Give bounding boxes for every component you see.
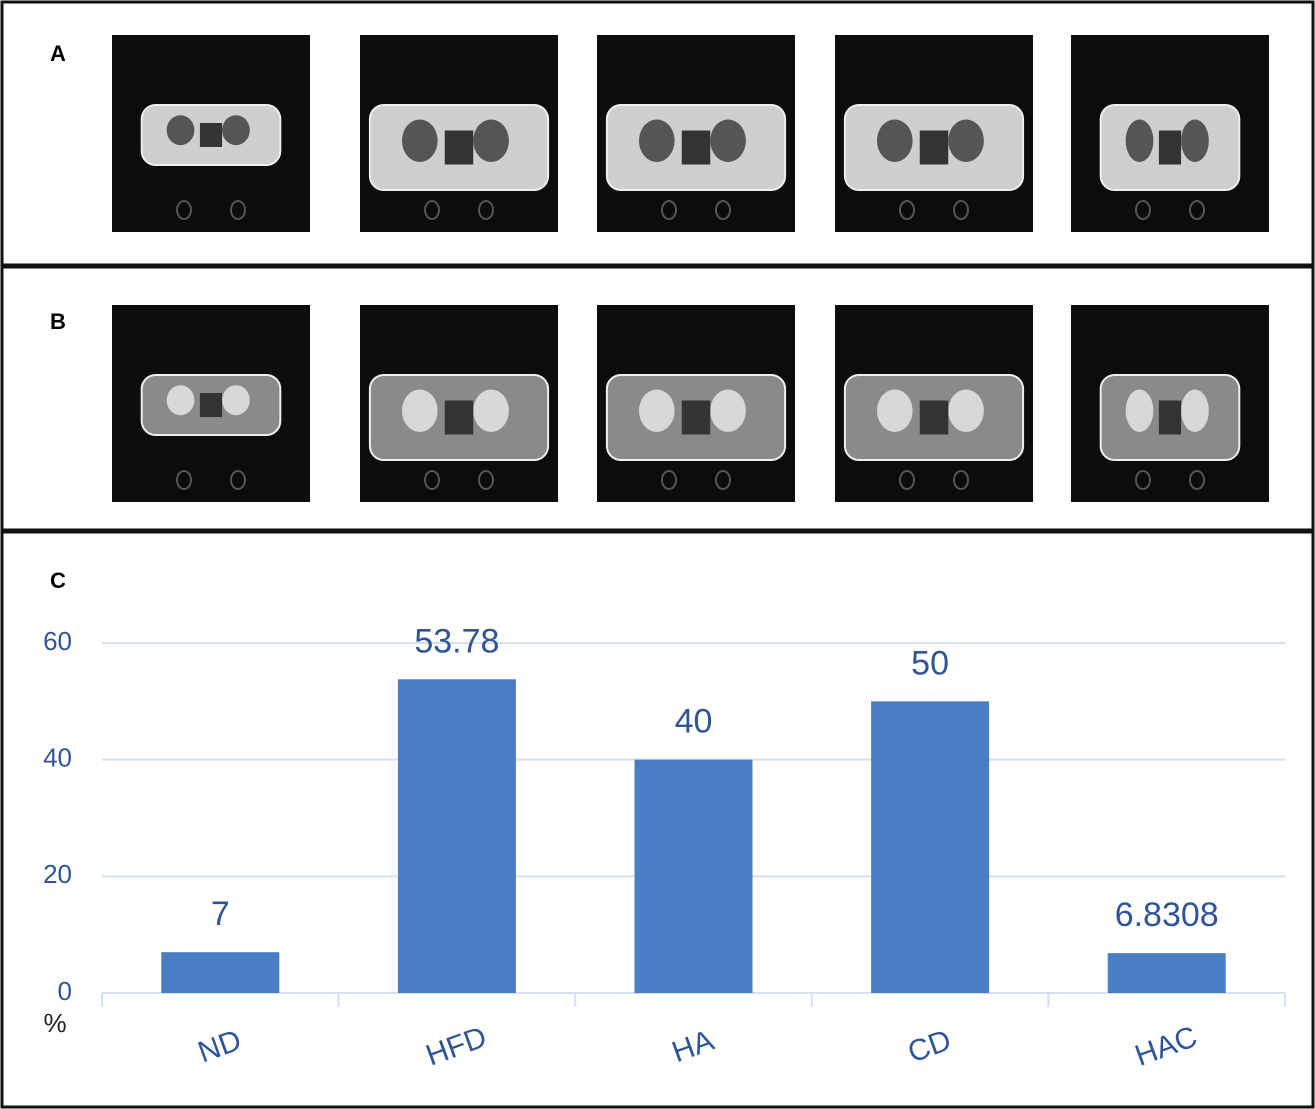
mri-ring [715,470,731,490]
bar [871,701,990,993]
mri-organ [876,389,913,432]
mri-ring [1189,200,1205,220]
x-tick-label: HFD [422,1020,491,1072]
mri-organ [1125,389,1154,432]
y-tick-label: 20 [43,859,72,889]
mri-ring [230,470,246,490]
mri-ring [1135,470,1151,490]
value-label: 50 [911,644,949,682]
x-tick-label: HA [668,1024,718,1069]
value-label: 6.8308 [1115,896,1219,934]
mri-core [1158,400,1182,435]
mri-core [1158,130,1182,165]
mri-ring [478,470,494,490]
mri-ring [715,200,731,220]
mri-core [919,400,949,435]
mri-organ [1125,119,1154,162]
mri-ring [424,470,440,490]
mri-ring [478,200,494,220]
mri-organ [473,119,509,162]
mri-ring [953,200,969,220]
mri-organ [638,119,675,162]
panel-label: C [50,568,66,593]
panel-label: B [50,309,66,334]
value-label: 7 [211,895,230,933]
mri-organ [401,119,438,162]
y-tick-label: 0 [58,976,72,1006]
mri-organ [710,389,746,432]
x-tick-label: ND [194,1024,246,1070]
bar [397,679,516,993]
mri-core [681,130,711,165]
panel-a [0,0,1315,267]
mri-organ [473,389,509,432]
x-tick-label: HAC [1131,1020,1202,1073]
mri-organ [638,389,675,432]
y-axis-label: % [43,1008,66,1038]
panel-c [0,530,1315,1109]
mri-organ [948,119,984,162]
mri-ring [661,200,677,220]
bar [634,759,753,993]
mri-ring [1135,200,1151,220]
mri-ring [176,470,192,490]
mri-organ [876,119,913,162]
x-tick-label: CD [904,1024,956,1070]
y-tick-label: 40 [43,743,72,773]
mri-organ [166,385,195,416]
mri-organ [1181,119,1209,162]
bar [1107,953,1226,993]
mri-organ [948,389,984,432]
mri-ring [424,200,440,220]
value-label: 40 [675,703,713,741]
mri-core [444,130,474,165]
mri-organ [222,385,250,416]
mri-organ [166,115,195,146]
mri-organ [1181,389,1209,432]
mri-organ [401,389,438,432]
mri-ring [953,470,969,490]
mri-ring [899,470,915,490]
bar [161,952,280,993]
mri-ring [230,200,246,220]
panel-label: A [50,41,66,66]
mri-core [199,123,223,147]
y-tick-label: 60 [43,626,72,656]
mri-ring [176,200,192,220]
mri-core [919,130,949,165]
mri-ring [661,470,677,490]
panel-b [0,265,1315,532]
value-label: 53.78 [414,622,499,660]
mri-core [681,400,711,435]
mri-ring [1189,470,1205,490]
mri-organ [222,115,250,146]
mri-core [444,400,474,435]
mri-ring [899,200,915,220]
mri-organ [710,119,746,162]
mri-core [199,393,223,417]
images [112,35,1269,502]
